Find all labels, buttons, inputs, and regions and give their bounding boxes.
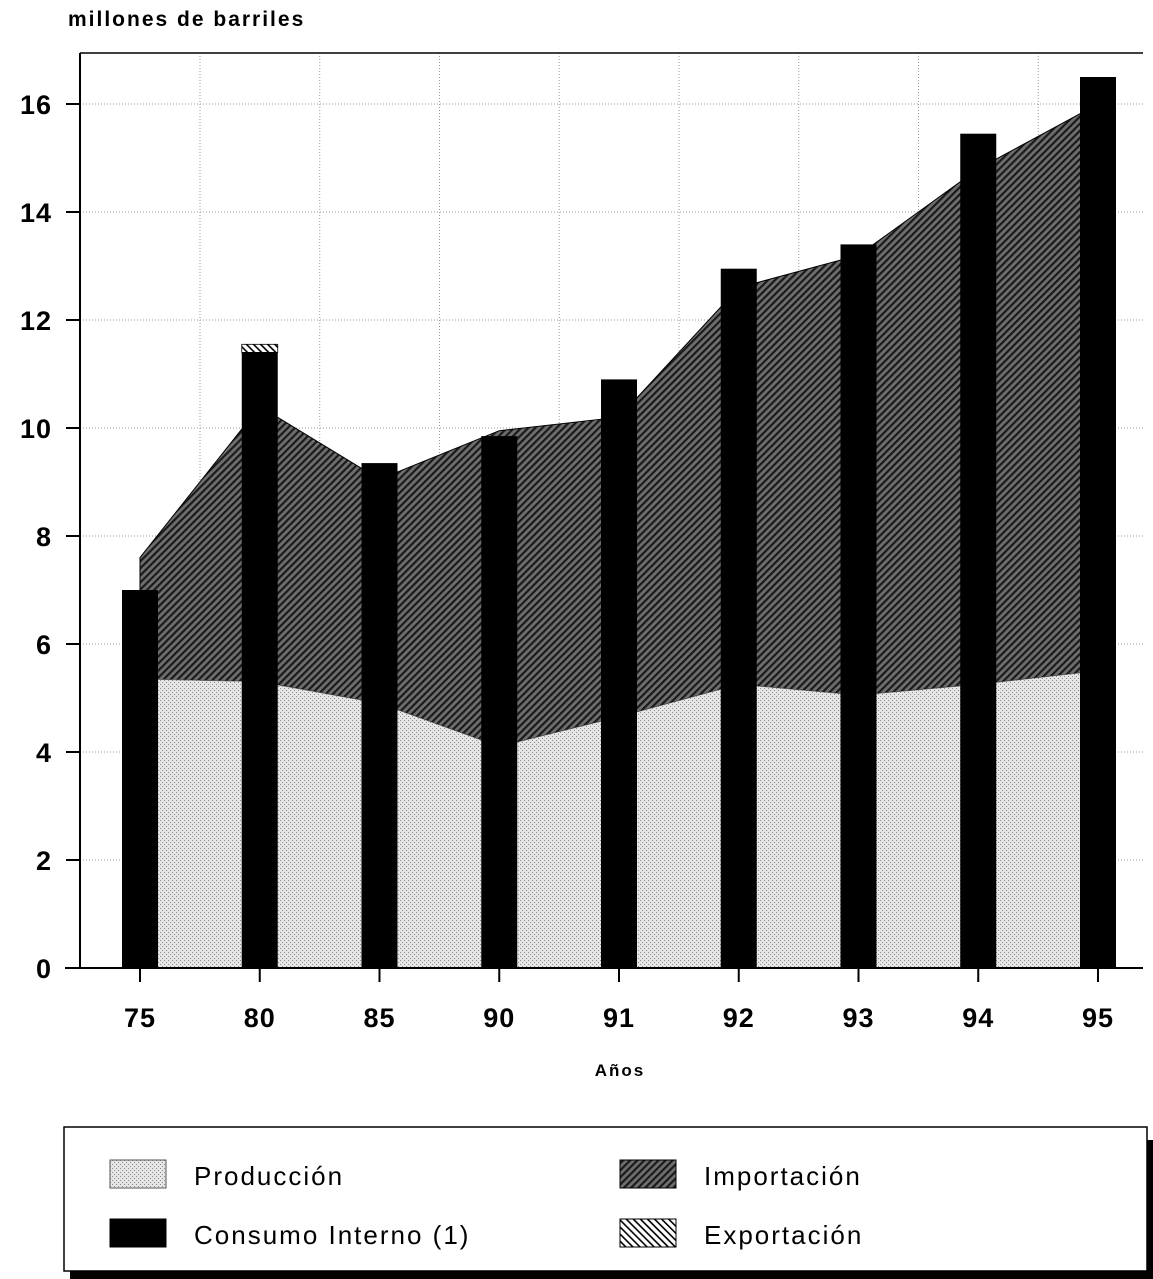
bar-consumo-80 — [241, 352, 278, 968]
bar-consumo-93 — [840, 244, 877, 968]
y-axis-label: millones de barriles — [68, 8, 305, 31]
x-tick-label: 91 — [603, 1003, 635, 1033]
x-tick-label: 92 — [723, 1003, 755, 1033]
legend-label: Consumo Interno (1) — [194, 1220, 470, 1250]
bar-consumo-94 — [960, 133, 997, 968]
legend-label: Exportación — [704, 1220, 863, 1250]
legend-box — [63, 1126, 1148, 1272]
legend-swatch — [619, 1159, 677, 1189]
bar-consumo-90 — [481, 436, 518, 969]
legend-swatch — [109, 1159, 167, 1189]
y-tick-label: 4 — [36, 738, 52, 768]
x-tick-label: 90 — [483, 1003, 515, 1033]
x-axis-label: Años — [595, 1061, 646, 1080]
legend-swatch — [619, 1218, 677, 1248]
x-tick-label: 94 — [962, 1003, 994, 1033]
x-axis-ticks: 75 80 85 90 91 92 93 94 95 — [124, 968, 1114, 1033]
bar-exportacion-80 — [241, 343, 279, 353]
x-tick-label: 95 — [1082, 1003, 1114, 1033]
bar-consumo-95 — [1080, 77, 1116, 968]
y-tick-label: 2 — [36, 846, 52, 876]
y-tick-label: 14 — [20, 198, 52, 228]
legend-label: Producción — [194, 1161, 344, 1191]
bar-consumo-92 — [720, 268, 757, 968]
y-tick-label: 0 — [36, 954, 52, 984]
x-tick-label: 75 — [124, 1003, 156, 1033]
bar-consumo-85 — [361, 463, 398, 968]
bar-consumo-91 — [601, 379, 637, 968]
legend-label: Importación — [704, 1161, 862, 1191]
x-tick-label: 85 — [363, 1003, 395, 1033]
y-tick-label: 16 — [20, 90, 52, 120]
y-axis-ticks: 0 2 4 6 8 10 12 14 16 — [20, 90, 80, 984]
bar-consumo-75 — [122, 590, 158, 968]
x-tick-label: 93 — [842, 1003, 874, 1033]
x-tick-label: 80 — [244, 1003, 276, 1033]
legend-swatch — [109, 1218, 167, 1248]
y-tick-label: 6 — [36, 630, 52, 660]
y-tick-label: 8 — [36, 522, 52, 552]
bar-series — [122, 77, 1116, 969]
y-tick-label: 12 — [20, 306, 52, 336]
legend: Producción Importación Consumo Interno (1)… — [63, 1126, 1153, 1279]
y-tick-label: 10 — [20, 414, 52, 444]
